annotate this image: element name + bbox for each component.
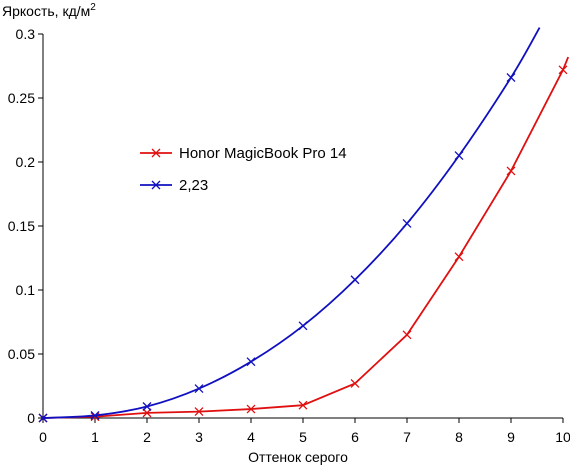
y-axis-title: Яркость, кд/м2	[2, 2, 96, 19]
legend-marker	[151, 180, 161, 190]
data-point-marker	[506, 73, 516, 82]
data-point-marker	[402, 330, 412, 340]
data-point-marker	[350, 275, 360, 285]
legend-label: Honor MagicBook Pro 14	[179, 145, 347, 162]
data-point-marker	[506, 166, 516, 176]
data-point-marker	[246, 404, 256, 414]
x-tick-label: 10	[555, 429, 570, 445]
x-tick-label: 8	[455, 429, 463, 445]
x-tick-label: 6	[351, 429, 359, 445]
series-line-0	[42, 56, 570, 419]
x-tick-label: 4	[247, 429, 255, 445]
series-1	[38, 27, 541, 423]
legend-marker	[151, 148, 161, 158]
x-tick-label: 0	[39, 429, 47, 445]
data-point-marker	[298, 321, 308, 331]
legend-label: 2,23	[179, 177, 208, 194]
data-point-marker	[246, 357, 256, 367]
y-tick-label: 0.25	[8, 90, 35, 106]
y-axis-ticks: 0 0.05 0.1 0.15 0.2 0.25 0.3	[8, 26, 43, 426]
data-point-marker	[194, 384, 204, 394]
y-tick-label: 0.15	[8, 218, 35, 234]
data-point-marker	[350, 378, 360, 388]
x-axis-title: Оттенок серого	[248, 449, 348, 465]
series-layer	[38, 27, 570, 423]
data-point-marker	[90, 410, 100, 420]
x-tick-label: 9	[507, 429, 515, 445]
series-line-1	[42, 27, 541, 419]
x-tick-label: 2	[143, 429, 151, 445]
y-tick-label: 0.05	[8, 346, 35, 362]
x-tick-label: 7	[403, 429, 411, 445]
y-tick-label: 0.2	[16, 154, 36, 170]
data-point-marker	[142, 402, 152, 411]
x-tick-label: 1	[91, 429, 99, 445]
data-point-marker	[402, 218, 412, 228]
x-axis-ticks: 0 1 2 3 4 5 6 7 8 9 10	[39, 418, 570, 445]
data-point-marker	[142, 408, 152, 418]
y-tick-label: 0.1	[16, 282, 36, 298]
legend-item-1: 2,23	[140, 177, 208, 194]
axes	[42, 34, 563, 419]
data-point-marker	[558, 65, 568, 75]
data-point-marker	[454, 151, 464, 161]
data-point-marker	[454, 252, 464, 262]
data-point-marker	[298, 400, 308, 410]
data-point-marker	[194, 407, 204, 417]
y-tick-label: 0	[27, 410, 35, 426]
y-tick-label: 0.3	[16, 26, 36, 42]
data-point-marker	[38, 413, 48, 423]
x-tick-label: 3	[195, 429, 203, 445]
data-point-marker	[90, 412, 100, 422]
legend: Honor MagicBook Pro 14 2,23	[140, 145, 347, 194]
x-tick-label: 5	[299, 429, 307, 445]
legend-item-0: Honor MagicBook Pro 14	[140, 145, 347, 162]
